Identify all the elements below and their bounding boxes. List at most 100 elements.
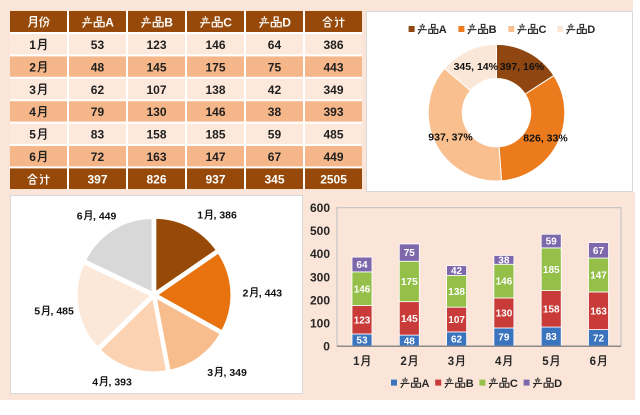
svg-text:400: 400 xyxy=(310,247,330,261)
svg-text:1: 1 xyxy=(197,210,203,222)
svg-text:B: B xyxy=(466,378,474,390)
svg-text:147: 147 xyxy=(590,271,607,282)
svg-text:, 349: , 349 xyxy=(224,367,248,379)
svg-text:163: 163 xyxy=(147,150,167,164)
svg-text:48: 48 xyxy=(91,60,105,74)
svg-text:79: 79 xyxy=(91,105,105,119)
svg-text:158: 158 xyxy=(147,128,167,142)
svg-text:2: 2 xyxy=(400,356,406,368)
svg-text:48: 48 xyxy=(404,336,416,347)
svg-text:146: 146 xyxy=(496,277,513,288)
svg-text:2: 2 xyxy=(243,287,249,299)
svg-text:138: 138 xyxy=(206,83,226,97)
svg-text:83: 83 xyxy=(91,128,105,142)
svg-text:386: 386 xyxy=(324,38,344,52)
svg-text:147: 147 xyxy=(206,150,226,164)
svg-text:C: C xyxy=(510,378,518,390)
svg-text:145: 145 xyxy=(401,314,418,325)
svg-text:123: 123 xyxy=(354,315,371,326)
svg-text:175: 175 xyxy=(401,277,418,288)
svg-text:146: 146 xyxy=(206,38,226,52)
svg-text:75: 75 xyxy=(268,60,282,74)
svg-text:175: 175 xyxy=(206,60,226,74)
svg-text:146: 146 xyxy=(206,105,226,119)
svg-text:5: 5 xyxy=(34,306,40,318)
svg-text:393: 393 xyxy=(324,105,344,119)
svg-text:67: 67 xyxy=(268,150,282,164)
svg-text:75: 75 xyxy=(404,248,416,259)
svg-text:72: 72 xyxy=(91,150,105,164)
svg-text:42: 42 xyxy=(451,266,463,277)
svg-text:449: 449 xyxy=(324,150,344,164)
svg-text:937: 937 xyxy=(206,173,226,187)
svg-text:443: 443 xyxy=(324,60,344,74)
svg-text:185: 185 xyxy=(543,265,560,276)
svg-text:67: 67 xyxy=(593,246,605,257)
svg-text:, 449: , 449 xyxy=(93,210,117,222)
svg-text:C: C xyxy=(539,24,547,36)
svg-text:64: 64 xyxy=(356,260,368,271)
svg-text:72: 72 xyxy=(593,334,605,345)
svg-text:2: 2 xyxy=(29,60,36,74)
svg-text:, 485: , 485 xyxy=(51,306,75,318)
svg-text:, 393: , 393 xyxy=(109,376,133,388)
svg-text:485: 485 xyxy=(324,128,344,142)
svg-text:, 386: , 386 xyxy=(214,210,238,222)
svg-text:59: 59 xyxy=(546,237,558,248)
svg-text:4: 4 xyxy=(92,376,98,388)
svg-text:349: 349 xyxy=(324,83,344,97)
svg-text:4: 4 xyxy=(29,105,36,119)
svg-text:345: 345 xyxy=(265,173,285,187)
svg-text:38: 38 xyxy=(268,105,282,119)
svg-text:300: 300 xyxy=(310,270,330,284)
svg-text:53: 53 xyxy=(91,38,105,52)
svg-text:, 443: , 443 xyxy=(259,287,283,299)
svg-text:38: 38 xyxy=(498,256,510,267)
svg-text:600: 600 xyxy=(310,201,330,215)
svg-text:D: D xyxy=(554,378,562,390)
svg-text:163: 163 xyxy=(590,306,607,317)
svg-text:62: 62 xyxy=(451,335,463,346)
svg-text:123: 123 xyxy=(147,38,167,52)
svg-text:146: 146 xyxy=(354,284,371,295)
svg-text:62: 62 xyxy=(91,83,105,97)
svg-text:397: 397 xyxy=(88,173,108,187)
svg-text:107: 107 xyxy=(147,83,167,97)
svg-text:A: A xyxy=(105,15,114,29)
svg-text:C: C xyxy=(223,15,232,29)
svg-text:A: A xyxy=(422,378,430,390)
svg-text:0: 0 xyxy=(323,340,330,354)
svg-text:1: 1 xyxy=(353,356,360,368)
svg-text:397, 16%: 397, 16% xyxy=(500,61,545,73)
svg-text:B: B xyxy=(164,15,173,29)
svg-text:3: 3 xyxy=(448,356,454,368)
svg-text:130: 130 xyxy=(147,105,167,119)
svg-text:83: 83 xyxy=(546,332,558,343)
svg-text:130: 130 xyxy=(496,309,513,320)
svg-text:5: 5 xyxy=(29,128,36,142)
svg-text:A: A xyxy=(439,24,447,36)
svg-text:138: 138 xyxy=(448,287,465,298)
svg-text:53: 53 xyxy=(356,336,368,347)
svg-text:B: B xyxy=(489,24,497,36)
svg-text:42: 42 xyxy=(268,83,282,97)
svg-text:826, 33%: 826, 33% xyxy=(523,132,568,144)
svg-text:D: D xyxy=(282,15,291,29)
svg-text:6: 6 xyxy=(590,356,596,368)
svg-text:145: 145 xyxy=(147,60,167,74)
svg-text:200: 200 xyxy=(310,293,330,307)
svg-text:D: D xyxy=(587,24,595,36)
svg-text:185: 185 xyxy=(206,128,226,142)
svg-text:79: 79 xyxy=(498,333,510,344)
svg-text:3: 3 xyxy=(207,367,213,379)
svg-text:937, 37%: 937, 37% xyxy=(428,132,473,144)
svg-text:1: 1 xyxy=(29,38,36,52)
svg-text:500: 500 xyxy=(310,224,330,238)
svg-text:107: 107 xyxy=(448,315,465,326)
svg-text:64: 64 xyxy=(268,38,282,52)
svg-text:59: 59 xyxy=(268,128,282,142)
svg-text:4: 4 xyxy=(495,356,502,368)
svg-text:100: 100 xyxy=(310,316,330,330)
svg-text:3: 3 xyxy=(29,83,36,97)
svg-text:826: 826 xyxy=(147,173,167,187)
